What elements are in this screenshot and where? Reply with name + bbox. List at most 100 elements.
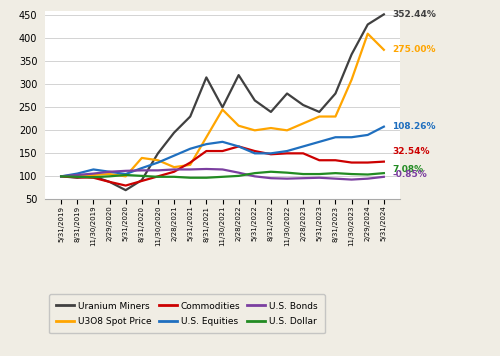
U.S. Equities <box>204 142 210 146</box>
U.S. Equities <box>236 144 242 148</box>
U.S. Equities <box>155 161 161 165</box>
Commodities <box>204 149 210 153</box>
U.S. Bonds <box>381 175 387 179</box>
Uranium Miners <box>364 22 370 27</box>
U.S. Dollar <box>187 176 193 180</box>
U.S. Bonds <box>316 176 322 180</box>
U.S. Dollar <box>90 175 96 179</box>
U.S. Bonds <box>74 173 80 177</box>
Uranium Miners <box>139 178 145 182</box>
U.S. Bonds <box>220 167 226 172</box>
U.S. Bonds <box>364 177 370 181</box>
U.S. Equities <box>348 135 354 139</box>
Commodities <box>187 161 193 165</box>
U.S. Dollar <box>155 175 161 179</box>
Text: -0.85%: -0.85% <box>392 171 427 179</box>
Commodities <box>106 180 112 184</box>
U.S. Equities <box>122 172 128 176</box>
Uranium Miners <box>74 176 80 180</box>
Commodities <box>381 159 387 164</box>
U3O8 Spot Price <box>316 114 322 119</box>
U.S. Dollar <box>204 176 210 180</box>
Line: U.S. Equities: U.S. Equities <box>61 127 384 176</box>
Uranium Miners <box>348 52 354 57</box>
U.S. Equities <box>284 149 290 153</box>
Line: U.S. Bonds: U.S. Bonds <box>61 169 384 179</box>
U.S. Bonds <box>284 177 290 181</box>
U.S. Dollar <box>252 171 258 175</box>
Commodities <box>155 174 161 178</box>
U.S. Equities <box>171 153 177 158</box>
U3O8 Spot Price <box>74 174 80 178</box>
Uranium Miners <box>268 110 274 114</box>
U.S. Bonds <box>139 168 145 173</box>
Text: 32.54%: 32.54% <box>392 147 430 156</box>
U.S. Equities <box>316 140 322 144</box>
U.S. Dollar <box>139 174 145 178</box>
U.S. Dollar <box>284 171 290 175</box>
U3O8 Spot Price <box>236 124 242 128</box>
U.S. Bonds <box>204 167 210 171</box>
Line: U3O8 Spot Price: U3O8 Spot Price <box>61 34 384 176</box>
U.S. Equities <box>364 133 370 137</box>
U.S. Equities <box>332 135 338 139</box>
Commodities <box>332 158 338 162</box>
U.S. Equities <box>58 174 64 178</box>
U.S. Bonds <box>252 174 258 178</box>
Uranium Miners <box>252 98 258 103</box>
Uranium Miners <box>204 75 210 79</box>
U3O8 Spot Price <box>268 126 274 130</box>
U3O8 Spot Price <box>364 32 370 36</box>
U.S. Bonds <box>155 168 161 173</box>
U.S. Equities <box>252 151 258 156</box>
U.S. Equities <box>139 166 145 170</box>
Uranium Miners <box>220 105 226 109</box>
Commodities <box>122 183 128 188</box>
U.S. Equities <box>106 169 112 174</box>
U3O8 Spot Price <box>252 128 258 132</box>
U.S. Equities <box>187 147 193 151</box>
Commodities <box>348 161 354 165</box>
U.S. Equities <box>268 151 274 156</box>
U.S. Bonds <box>90 172 96 176</box>
Text: 7.08%: 7.08% <box>392 165 424 174</box>
U.S. Bonds <box>122 169 128 173</box>
Commodities <box>74 175 80 179</box>
U3O8 Spot Price <box>284 128 290 132</box>
U.S. Bonds <box>332 177 338 181</box>
U3O8 Spot Price <box>300 121 306 126</box>
Commodities <box>58 174 64 178</box>
Uranium Miners <box>122 188 128 192</box>
U.S. Dollar <box>171 175 177 179</box>
U.S. Equities <box>220 140 226 144</box>
U.S. Bonds <box>187 167 193 172</box>
U3O8 Spot Price <box>58 174 64 178</box>
Commodities <box>236 144 242 148</box>
Uranium Miners <box>106 180 112 184</box>
U3O8 Spot Price <box>106 172 112 176</box>
Legend: Uranium Miners, U3O8 Spot Price, Commodities, U.S. Equities, U.S. Bonds, U.S. Do: Uranium Miners, U3O8 Spot Price, Commodi… <box>49 294 325 334</box>
U.S. Dollar <box>300 172 306 176</box>
Text: 275.00%: 275.00% <box>392 45 436 54</box>
U3O8 Spot Price <box>332 114 338 119</box>
Uranium Miners <box>90 174 96 178</box>
U.S. Equities <box>90 167 96 172</box>
Uranium Miners <box>316 110 322 114</box>
Commodities <box>316 158 322 162</box>
Uranium Miners <box>381 12 387 16</box>
U.S. Dollar <box>74 175 80 179</box>
Commodities <box>90 176 96 180</box>
Uranium Miners <box>187 114 193 119</box>
U3O8 Spot Price <box>155 158 161 162</box>
U3O8 Spot Price <box>348 78 354 82</box>
U.S. Dollar <box>332 171 338 175</box>
U3O8 Spot Price <box>122 174 128 178</box>
U.S. Dollar <box>236 174 242 178</box>
U.S. Dollar <box>381 171 387 175</box>
Uranium Miners <box>155 151 161 156</box>
Commodities <box>364 161 370 165</box>
U3O8 Spot Price <box>220 108 226 112</box>
Commodities <box>139 179 145 183</box>
U.S. Dollar <box>122 173 128 177</box>
Uranium Miners <box>284 91 290 96</box>
